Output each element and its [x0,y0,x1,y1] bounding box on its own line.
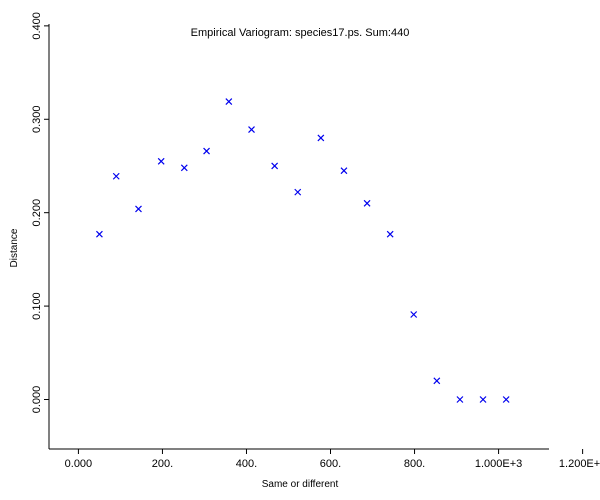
tick-marks: 0.000 200. 400. 600. 800. 1.000E+3 1.200E+3 0.0… [31,12,600,470]
y-tick-label: 0.200 [31,199,43,227]
data-point [294,188,302,196]
data-point [225,98,233,105]
data-point [363,199,371,207]
data-point [456,396,464,403]
x-tick-label: 1.000E+3 [475,458,522,470]
data-point [479,396,487,403]
data-point [271,162,279,170]
data-point [317,134,325,142]
y-tick-label: 0.400 [31,12,43,40]
y-axis-label: Distance [9,228,20,267]
data-point [248,126,255,133]
data-point [157,157,165,165]
x-axis-label: Same or different [262,479,339,490]
data-point [340,167,348,175]
x-tick-label: 400. [236,458,257,470]
x-tick-label: 0.000 [65,458,93,470]
data-point [410,311,418,318]
y-tick-label: 0.100 [31,292,43,320]
x-tick-label: 1.200E+3 [559,458,600,470]
y-tick-label: 0.300 [31,106,43,134]
data-point [386,230,394,238]
data-point [135,205,142,213]
x-tick-label: 600. [320,458,341,470]
data-point [95,230,103,238]
chart-title: Empirical Variogram: species17.ps. Sum:4… [191,27,410,39]
axes [48,24,549,450]
data-point [180,164,188,172]
data-point [203,147,210,155]
data-point [502,396,510,403]
data-point [433,377,441,385]
y-tick-label: 0.000 [31,386,43,414]
data-point [112,172,120,180]
x-tick-label: 800. [404,458,425,470]
x-tick-label: 200. [152,458,173,470]
data-points [95,98,510,403]
